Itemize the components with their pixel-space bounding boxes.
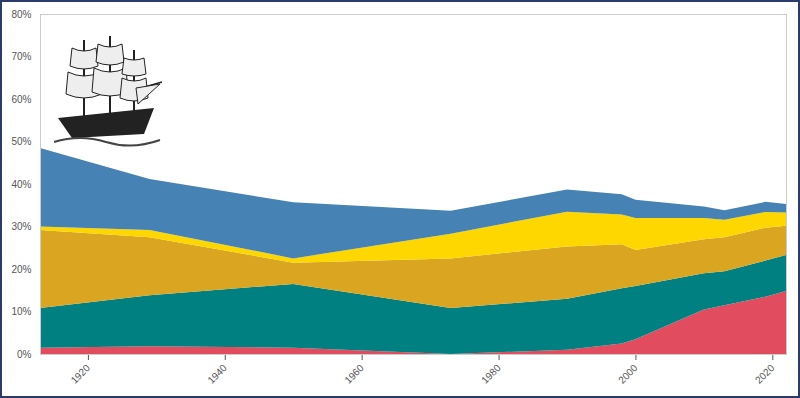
svg-text:2020: 2020 bbox=[753, 362, 777, 386]
svg-text:1940: 1940 bbox=[205, 362, 229, 386]
svg-text:1920: 1920 bbox=[69, 362, 93, 386]
svg-text:0%: 0% bbox=[17, 349, 32, 360]
svg-text:40%: 40% bbox=[11, 179, 31, 190]
svg-text:1980: 1980 bbox=[479, 362, 503, 386]
svg-text:20%: 20% bbox=[11, 264, 31, 275]
svg-text:10%: 10% bbox=[11, 306, 31, 317]
svg-text:70%: 70% bbox=[11, 51, 31, 62]
svg-text:60%: 60% bbox=[11, 94, 31, 105]
svg-text:1960: 1960 bbox=[342, 362, 366, 386]
svg-text:2000: 2000 bbox=[616, 362, 640, 386]
svg-text:80%: 80% bbox=[11, 9, 31, 20]
svg-text:30%: 30% bbox=[11, 221, 31, 232]
svg-text:50%: 50% bbox=[11, 136, 31, 147]
